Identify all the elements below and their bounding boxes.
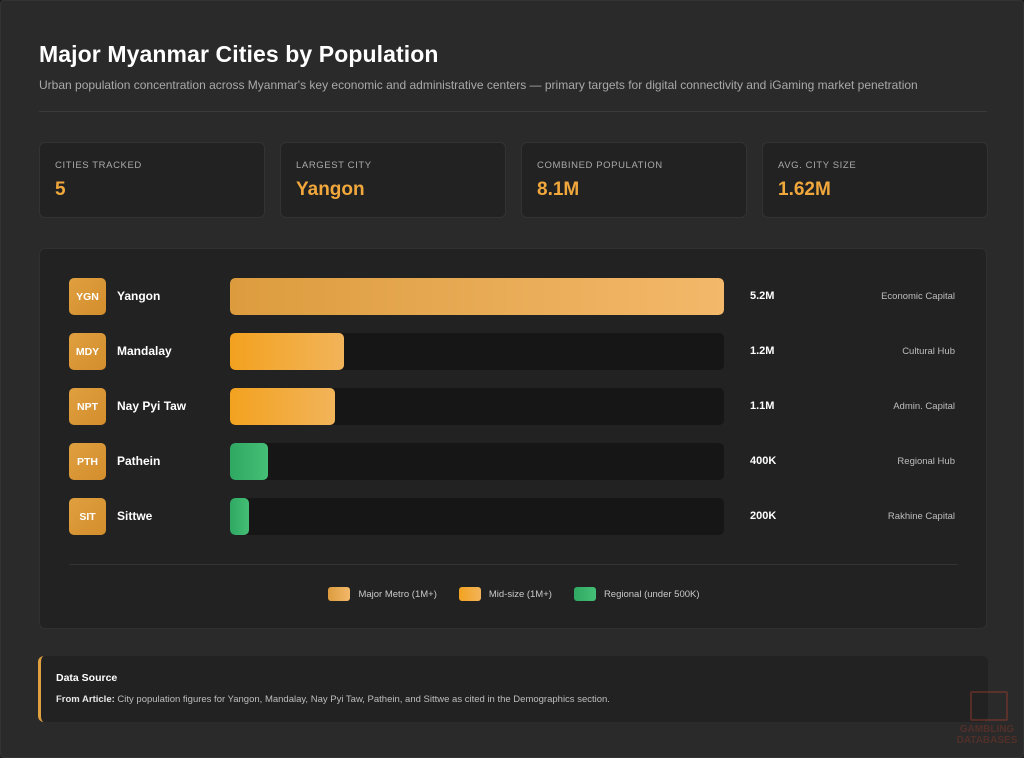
- city-role-label: Regional Hub: [897, 456, 955, 467]
- bar-value-label: 400K: [750, 455, 777, 467]
- bar-track: [230, 388, 724, 425]
- stat-label: COMBINED POPULATION: [537, 160, 663, 171]
- bar-track: [230, 443, 724, 480]
- page-subtitle: Urban population concentration across My…: [39, 78, 918, 92]
- bar-nay-pyi-taw: [230, 388, 335, 425]
- data-source-panel: Data Source From Article: City populatio…: [38, 656, 988, 722]
- legend-divider: [69, 564, 958, 565]
- bar-track: [230, 333, 724, 370]
- stat-card-cities-tracked: CITIES TRACKED 5: [39, 142, 265, 218]
- city-role-label: Rakhine Capital: [887, 511, 955, 522]
- bar-mandalay: [230, 333, 344, 370]
- chart-legend: Major Metro (1M+) Mid-size (1M+) Regional …: [40, 586, 988, 602]
- city-name-label: Yangon: [117, 289, 161, 303]
- city-role-label: Economic Capital: [881, 291, 955, 302]
- city-code-badge: NPT: [69, 388, 106, 425]
- legend-swatch: [458, 587, 481, 601]
- city-name-label: Pathein: [117, 454, 161, 468]
- watermark-text: GAMBLING DATABASES: [953, 724, 1021, 746]
- stat-card-largest-city: LARGEST CITY Yangon: [280, 142, 506, 218]
- bar-value-label: 200K: [750, 510, 777, 522]
- source-prefix: From Article:: [56, 694, 115, 705]
- stat-card-combined-population: COMBINED POPULATION 8.1M: [521, 142, 747, 218]
- stat-label: AVG. CITY SIZE: [778, 160, 857, 171]
- city-name-label: Mandalay: [117, 344, 172, 358]
- page-title: Major Myanmar Cities by Population: [39, 41, 439, 67]
- watermark-logo-icon: [970, 691, 1008, 721]
- source-body: City population figures for Yangon, Mand…: [117, 694, 610, 705]
- city-role-label: Admin. Capital: [893, 401, 955, 412]
- city-name-label: Sittwe: [117, 509, 153, 523]
- stat-label: LARGEST CITY: [296, 160, 372, 171]
- watermark-line2: DATABASES: [956, 735, 1018, 746]
- legend-item-major: Major Metro (1M+): [328, 587, 437, 601]
- stat-label: CITIES TRACKED: [55, 160, 142, 171]
- legend-swatch: [328, 587, 351, 601]
- source-text: From Article: City population figures fo…: [56, 694, 610, 705]
- bar-row-nay-pyi-taw: NPT Nay Pyi Taw 1.1M Admin. Capital: [40, 388, 988, 425]
- bar-value-label: 1.1M: [750, 400, 775, 412]
- city-code-badge: SIT: [69, 498, 106, 535]
- legend-swatch: [573, 587, 596, 601]
- stat-value: 1.62M: [778, 179, 831, 200]
- bar-row-sittwe: SIT Sittwe 200K Rakhine Capital: [40, 498, 988, 535]
- bar-sittwe: [230, 498, 249, 535]
- legend-label: Regional (under 500K): [603, 588, 700, 600]
- city-code-badge: PTH: [69, 443, 106, 480]
- bar-row-mandalay: MDY Mandalay 1.2M Cultural Hub: [40, 333, 988, 370]
- legend-item-regional: Regional (under 500K): [573, 587, 700, 601]
- stat-value: 8.1M: [537, 179, 580, 200]
- stat-value: 5: [55, 179, 66, 200]
- city-name-label: Nay Pyi Taw: [117, 399, 187, 413]
- bar-value-label: 5.2M: [750, 290, 775, 302]
- gambling-databases-watermark: GAMBLING DATABASES: [953, 691, 1021, 755]
- legend-item-mid: Mid-size (1M+): [458, 587, 552, 601]
- header-divider: [39, 111, 987, 112]
- bar-pathein: [230, 443, 268, 480]
- city-role-label: Cultural Hub: [902, 346, 955, 357]
- bar-yangon: [230, 278, 724, 315]
- city-code-badge: YGN: [69, 278, 106, 315]
- stat-card-avg-city-size: AVG. CITY SIZE 1.62M: [762, 142, 988, 218]
- bar-track: [230, 498, 724, 535]
- city-code-badge: MDY: [69, 333, 106, 370]
- bar-row-yangon: YGN Yangon 5.2M Economic Capital: [40, 278, 988, 315]
- bar-row-pathein: PTH Pathein 400K Regional Hub: [40, 443, 988, 480]
- legend-label: Mid-size (1M+): [488, 588, 552, 600]
- source-heading: Data Source: [56, 672, 118, 684]
- bar-track: [230, 278, 724, 315]
- bar-value-label: 1.2M: [750, 345, 775, 357]
- population-chart: YGN Yangon 5.2M Economic Capital MDY Mandalay…: [39, 248, 987, 629]
- legend-label: Major Metro (1M+): [358, 588, 437, 600]
- watermark-line1: GAMBLING: [959, 724, 1015, 735]
- stat-value: Yangon: [296, 179, 365, 200]
